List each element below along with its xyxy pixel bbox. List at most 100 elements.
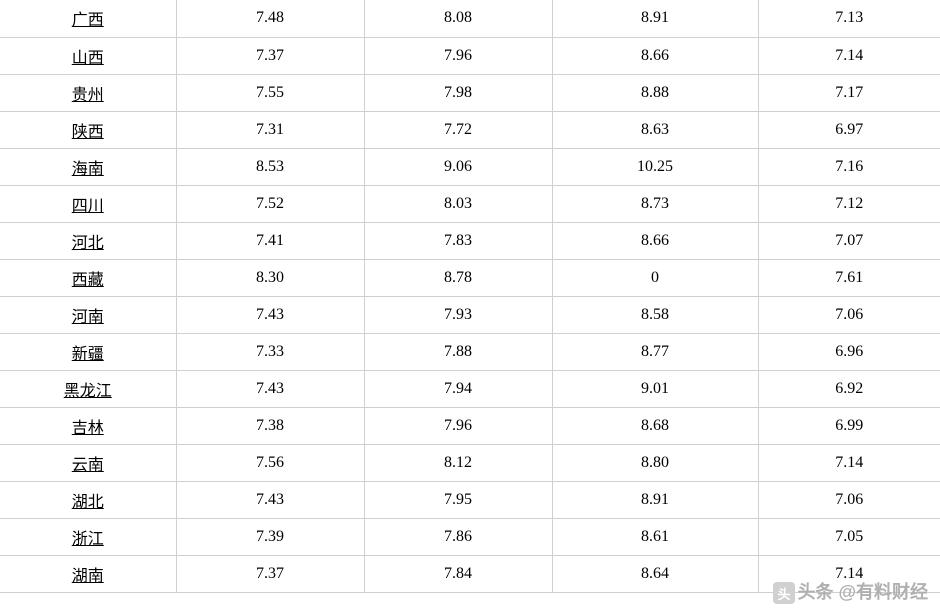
table-row: 广西7.488.088.917.13: [0, 0, 940, 37]
value-cell: 7.98: [364, 74, 552, 111]
province-name: 山西: [72, 50, 104, 67]
watermark-logo-icon: [773, 582, 795, 604]
province-name: 海南: [72, 161, 104, 178]
value-cell: 0: [552, 259, 758, 296]
province-cell: 黑龙江: [0, 370, 176, 407]
value-cell: 7.56: [176, 444, 364, 481]
table-body: 广西7.488.088.917.13山西7.377.968.667.14贵州7.…: [0, 0, 940, 592]
province-cell: 贵州: [0, 74, 176, 111]
value-cell: 7.17: [758, 74, 940, 111]
value-cell: 7.06: [758, 481, 940, 518]
value-cell: 8.73: [552, 185, 758, 222]
province-name: 湖北: [72, 494, 104, 511]
province-name: 广西: [72, 12, 104, 29]
province-cell: 山西: [0, 37, 176, 74]
value-cell: 7.94: [364, 370, 552, 407]
table-row: 贵州 7.557.988.887.17: [0, 74, 940, 111]
province-name: 湖南: [72, 568, 104, 585]
table-row: 新疆7.337.888.776.96: [0, 333, 940, 370]
table-row: 河北7.417.838.667.07: [0, 222, 940, 259]
value-cell: 7.86: [364, 518, 552, 555]
province-cell: 河北: [0, 222, 176, 259]
province-name: 吉林: [72, 420, 104, 437]
value-cell: 7.96: [364, 37, 552, 74]
province-cell: 西藏: [0, 259, 176, 296]
data-table: 广西7.488.088.917.13山西7.377.968.667.14贵州7.…: [0, 0, 940, 593]
table-row: 海南 8.539.0610.257.16: [0, 148, 940, 185]
province-cell: 海南: [0, 148, 176, 185]
province-cell: 浙江: [0, 518, 176, 555]
value-cell: 7.48: [176, 0, 364, 37]
value-cell: 7.13: [758, 0, 940, 37]
value-cell: 7.93: [364, 296, 552, 333]
province-name: 河南: [72, 309, 104, 326]
table-row: 陕西7.317.728.636.97: [0, 111, 940, 148]
province-name: 云南: [72, 457, 104, 474]
value-cell: 8.61: [552, 518, 758, 555]
table-row: 浙江 7.397.868.617.05: [0, 518, 940, 555]
province-name: 陕西: [72, 124, 104, 141]
province-name: 浙江: [72, 531, 104, 548]
table-row: 黑龙江 7.437.949.016.92: [0, 370, 940, 407]
table-row: 吉林7.387.968.686.99: [0, 407, 940, 444]
value-cell: 7.88: [364, 333, 552, 370]
province-cell: 广西: [0, 0, 176, 37]
value-cell: 7.12: [758, 185, 940, 222]
province-cell: 湖南: [0, 555, 176, 592]
province-cell: 河南: [0, 296, 176, 333]
province-name: 黑龙江: [64, 383, 112, 400]
value-cell: 7.31: [176, 111, 364, 148]
value-cell: 7.96: [364, 407, 552, 444]
value-cell: 8.64: [552, 555, 758, 592]
value-cell: 7.41: [176, 222, 364, 259]
province-cell: 四川: [0, 185, 176, 222]
value-cell: 7.05: [758, 518, 940, 555]
value-cell: 7.43: [176, 481, 364, 518]
value-cell: 7.07: [758, 222, 940, 259]
province-name: 西藏: [72, 272, 104, 289]
value-cell: 7.16: [758, 148, 940, 185]
value-cell: 7.06: [758, 296, 940, 333]
value-cell: 9.06: [364, 148, 552, 185]
value-cell: 7.84: [364, 555, 552, 592]
value-cell: 8.66: [552, 37, 758, 74]
value-cell: 10.25: [552, 148, 758, 185]
value-cell: 8.78: [364, 259, 552, 296]
value-cell: 7.95: [364, 481, 552, 518]
value-cell: 7.14: [758, 444, 940, 481]
value-cell: 6.97: [758, 111, 940, 148]
value-cell: 6.96: [758, 333, 940, 370]
value-cell: 8.77: [552, 333, 758, 370]
province-cell: 新疆: [0, 333, 176, 370]
value-cell: 7.43: [176, 370, 364, 407]
value-cell: 7.55: [176, 74, 364, 111]
province-cell: 陕西: [0, 111, 176, 148]
value-cell: 9.01: [552, 370, 758, 407]
table-row: 西藏8.308.7807.61: [0, 259, 940, 296]
value-cell: 8.91: [552, 0, 758, 37]
table-row: 四川7.528.038.737.12: [0, 185, 940, 222]
value-cell: 7.38: [176, 407, 364, 444]
value-cell: 7.39: [176, 518, 364, 555]
province-cell: 云南: [0, 444, 176, 481]
table-row: 云南7.568.128.807.14: [0, 444, 940, 481]
value-cell: 8.88: [552, 74, 758, 111]
province-cell: 吉林: [0, 407, 176, 444]
value-cell: 6.92: [758, 370, 940, 407]
watermark: 头条 @有料财经: [773, 578, 928, 604]
value-cell: 8.53: [176, 148, 364, 185]
province-cell: 湖北: [0, 481, 176, 518]
value-cell: 8.68: [552, 407, 758, 444]
table-row: 河南 7.437.938.587.06: [0, 296, 940, 333]
value-cell: 8.30: [176, 259, 364, 296]
value-cell: 7.83: [364, 222, 552, 259]
value-cell: 8.12: [364, 444, 552, 481]
value-cell: 7.52: [176, 185, 364, 222]
value-cell: 8.03: [364, 185, 552, 222]
value-cell: 8.91: [552, 481, 758, 518]
value-cell: 7.37: [176, 555, 364, 592]
value-cell: 7.43: [176, 296, 364, 333]
value-cell: 8.58: [552, 296, 758, 333]
value-cell: 7.33: [176, 333, 364, 370]
province-name: 贵州: [72, 87, 104, 104]
